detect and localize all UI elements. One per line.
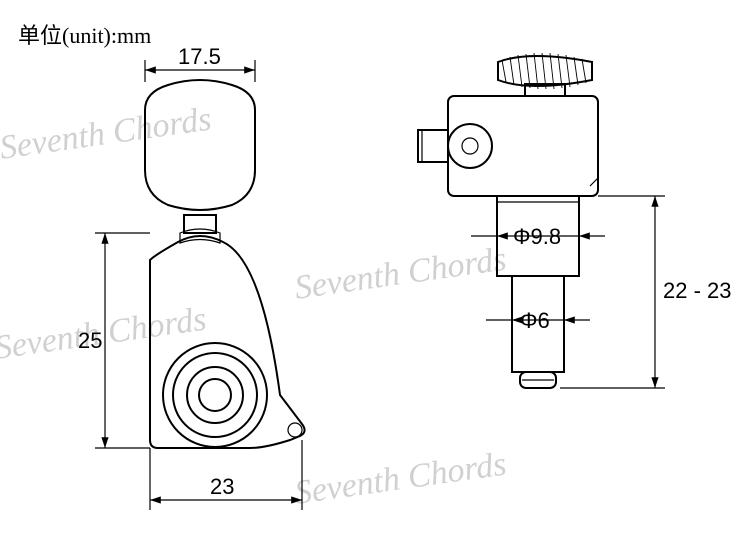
side-view: Φ9.8 Φ6 22 - 23 bbox=[418, 53, 732, 388]
tuner-body-side bbox=[418, 96, 598, 196]
dim-post-length: 22 - 23 bbox=[560, 196, 732, 388]
dim-body-height: 25 bbox=[78, 233, 150, 448]
dim-body-width-value: 23 bbox=[210, 474, 234, 499]
tuner-body-front bbox=[150, 229, 305, 448]
dim-post-length-value: 22 - 23 bbox=[663, 278, 732, 303]
locking-wheel bbox=[498, 53, 592, 96]
dim-body-width: 23 bbox=[150, 440, 302, 510]
dim-post-dia-value: Φ6 bbox=[520, 308, 550, 333]
front-view: 17.5 25 23 bbox=[78, 44, 305, 510]
tuner-button bbox=[145, 80, 255, 233]
dim-bushing-dia-value: Φ9.8 bbox=[513, 224, 561, 249]
dim-post-dia: Φ6 bbox=[486, 308, 590, 333]
dim-body-height-value: 25 bbox=[78, 328, 102, 353]
dim-button-width-value: 17.5 bbox=[178, 44, 221, 69]
dim-bushing-dia: Φ9.8 bbox=[471, 224, 605, 249]
dim-button-width: 17.5 bbox=[145, 44, 255, 82]
